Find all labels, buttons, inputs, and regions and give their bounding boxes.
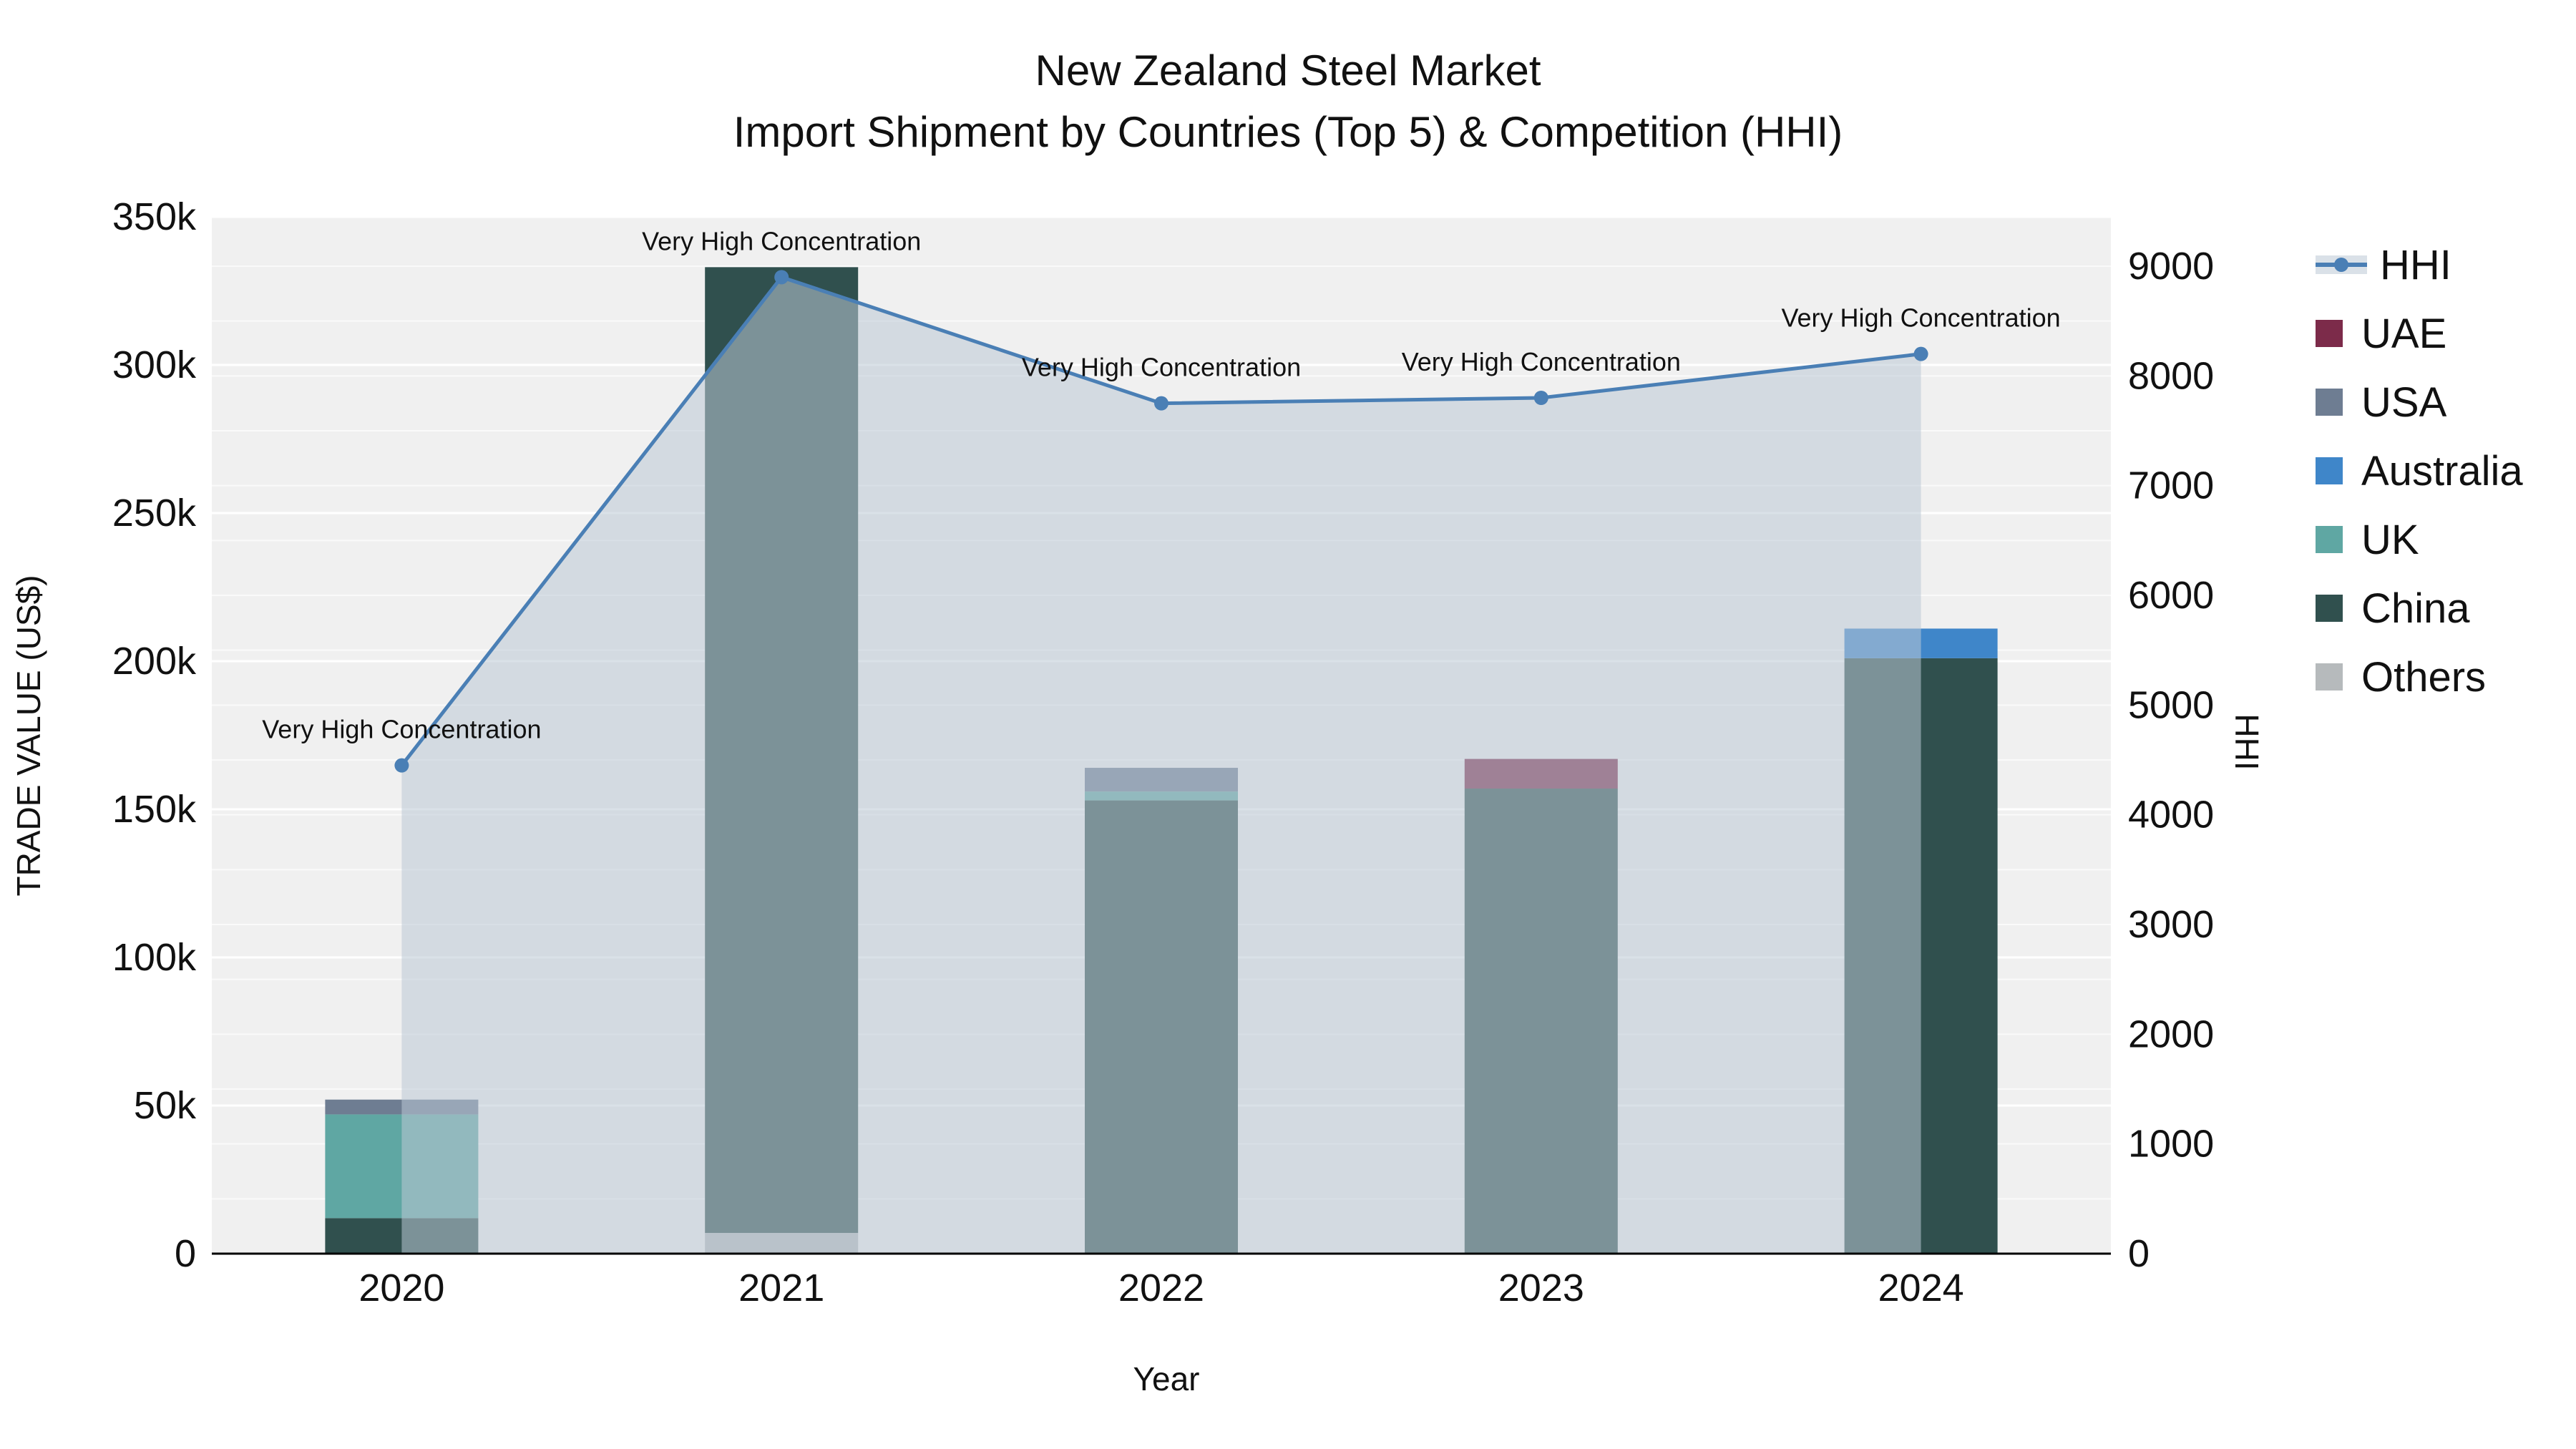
y-right-tick-label: 6000: [2128, 574, 2214, 617]
hhi-marker[interactable]: [774, 270, 789, 285]
y-right-tick-label: 9000: [2128, 245, 2214, 288]
x-tick-label: 2020: [358, 1267, 444, 1309]
y-right-tick-label: 8000: [2128, 354, 2214, 397]
others-swatch-icon: [2316, 663, 2343, 691]
hhi-marker-glyph: [2334, 258, 2348, 272]
y-left-tick-label: 150k: [112, 788, 197, 831]
y-left-tick-label: 0: [175, 1232, 196, 1275]
legend-label: UK: [2361, 516, 2419, 563]
china-swatch-icon: [2316, 595, 2343, 622]
y-left-tick-label: 300k: [112, 343, 197, 386]
y-left-tick-label: 250k: [112, 492, 197, 535]
y-left-tick-label: 200k: [112, 640, 197, 683]
legend-item-usa[interactable]: USA: [2316, 368, 2523, 436]
hhi-marker[interactable]: [1533, 391, 1548, 405]
usa-swatch-icon: [2316, 389, 2343, 416]
x-tick-label: 2021: [738, 1267, 824, 1309]
x-tick-label: 2024: [1878, 1267, 1964, 1309]
chart-title-line2: Import Shipment by Countries (Top 5) & C…: [733, 108, 1843, 156]
hhi-marker[interactable]: [1154, 396, 1169, 411]
y-right-tick-label: 3000: [2128, 903, 2214, 946]
y-right-tick-label: 7000: [2128, 464, 2214, 507]
y-right-tick-label: 2000: [2128, 1013, 2214, 1055]
hhi-marker[interactable]: [1913, 346, 1928, 361]
chart-title: New Zealand Steel Market Import Shipment…: [0, 40, 2576, 163]
legend-label: China: [2361, 585, 2470, 632]
annotation-label: Very High Concentration: [1781, 303, 2060, 333]
x-axis-title: Year: [1133, 1360, 1200, 1397]
y-right-tick-label: 4000: [2128, 794, 2214, 836]
hhi-marker[interactable]: [394, 758, 409, 773]
legend-item-australia[interactable]: Australia: [2316, 436, 2523, 505]
annotation-label: Very High Concentration: [1402, 347, 1681, 376]
x-tick-label: 2023: [1498, 1267, 1584, 1309]
legend-item-uk[interactable]: UK: [2316, 505, 2523, 574]
uae-swatch-icon: [2316, 320, 2343, 347]
legend-label: UAE: [2361, 310, 2447, 357]
y-right-tick-label: 1000: [2128, 1123, 2214, 1166]
x-tick-label: 2022: [1118, 1267, 1204, 1309]
legend-label: HHI: [2380, 241, 2451, 288]
legend-label: Others: [2361, 653, 2487, 701]
annotation-label: Very High Concentration: [1022, 353, 1301, 382]
annotation-label: Very High Concentration: [262, 715, 541, 744]
annotation-label: Very High Concentration: [642, 226, 921, 255]
y-left-tick-label: 100k: [112, 936, 197, 979]
australia-swatch-icon: [2316, 457, 2343, 484]
y-right-tick-label: 5000: [2128, 683, 2214, 726]
legend-item-others[interactable]: Others: [2316, 643, 2523, 711]
hhi-line-swatch-icon: [2316, 255, 2367, 274]
legend-label: Australia: [2361, 447, 2523, 494]
legend-label: USA: [2361, 379, 2447, 426]
y-left-tick-label: 50k: [134, 1084, 197, 1127]
legend: HHI UAE USA Australia UK China Others: [2316, 230, 2523, 711]
legend-item-china[interactable]: China: [2316, 574, 2523, 643]
hhi-area: [401, 277, 1921, 1254]
chart-title-line1: New Zealand Steel Market: [1035, 47, 1541, 94]
y-left-axis-title: TRADE VALUE (US$): [10, 575, 47, 897]
uk-swatch-icon: [2316, 526, 2343, 553]
y-left-tick-label: 350k: [112, 195, 197, 238]
y-right-axis-title: HHI: [2228, 713, 2265, 771]
legend-item-uae[interactable]: UAE: [2316, 299, 2523, 368]
y-right-tick-label: 0: [2128, 1232, 2150, 1275]
legend-item-hhi[interactable]: HHI: [2316, 230, 2523, 299]
